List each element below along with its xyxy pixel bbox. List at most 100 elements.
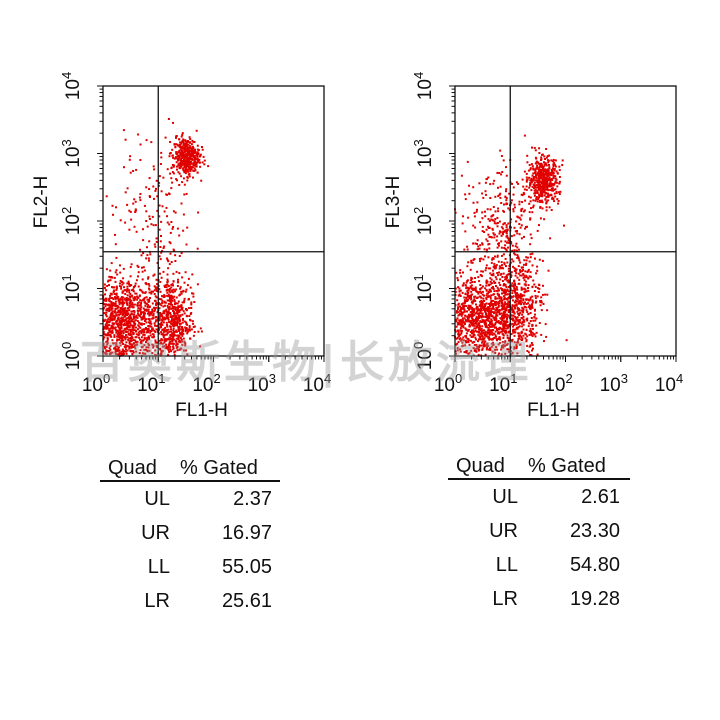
- data-point: [185, 156, 188, 159]
- data-point: [478, 346, 481, 349]
- data-point: [111, 286, 113, 289]
- data-point: [470, 315, 473, 318]
- data-point: [500, 226, 503, 229]
- data-point: [467, 289, 470, 292]
- data-point: [143, 333, 146, 336]
- data-point: [106, 350, 109, 353]
- data-point: [503, 316, 506, 319]
- data-point: [203, 159, 206, 162]
- data-point: [488, 242, 491, 245]
- data-point: [129, 300, 132, 303]
- data-point: [534, 294, 537, 297]
- gated-value: 19.28: [569, 587, 620, 610]
- data-point: [487, 348, 490, 351]
- data-point: [189, 156, 192, 158]
- data-point: [481, 319, 484, 322]
- data-point: [468, 343, 471, 346]
- data-point: [494, 296, 497, 299]
- data-point: [502, 267, 505, 270]
- data-point: [455, 325, 458, 328]
- data-point: [518, 233, 521, 236]
- data-point: [143, 204, 146, 207]
- data-point: [485, 297, 488, 299]
- axis-ticks: [449, 85, 677, 362]
- data-point: [456, 337, 459, 339]
- data-point: [491, 324, 494, 327]
- data-point: [465, 341, 467, 344]
- data-point: [464, 230, 467, 233]
- data-point: [129, 320, 132, 323]
- data-point: [540, 309, 543, 312]
- data-point: [166, 278, 169, 281]
- data-point: [178, 348, 181, 351]
- data-point: [481, 243, 484, 246]
- data-point: [114, 351, 117, 354]
- data-point: [183, 183, 186, 186]
- data-point: [130, 343, 133, 346]
- data-point: [480, 270, 483, 273]
- data-point: [106, 338, 109, 341]
- data-point: [520, 274, 523, 277]
- data-point: [162, 247, 165, 249]
- data-point: [514, 245, 517, 248]
- data-point: [511, 322, 514, 325]
- data-point: [470, 307, 473, 310]
- data-point: [148, 299, 151, 301]
- data-point: [496, 309, 499, 312]
- data-point: [107, 324, 110, 327]
- data-point: [525, 259, 528, 262]
- data-point: [500, 234, 503, 237]
- data-point: [133, 345, 136, 348]
- data-point: [467, 288, 470, 291]
- data-point: [557, 191, 560, 194]
- data-point: [513, 280, 516, 283]
- data-point: [489, 297, 492, 300]
- data-point: [120, 327, 123, 330]
- data-point: [471, 317, 474, 320]
- data-point: [514, 320, 517, 323]
- data-point: [530, 306, 533, 309]
- data-point: [187, 170, 190, 173]
- data-point: [126, 330, 129, 333]
- data-point: [470, 290, 473, 293]
- data-point: [517, 182, 520, 185]
- data-point: [503, 261, 506, 264]
- data-point: [145, 257, 148, 260]
- data-point: [495, 312, 498, 315]
- data-point: [494, 302, 497, 305]
- data-point: [127, 280, 130, 283]
- data-point: [121, 318, 124, 321]
- data-point: [477, 347, 480, 350]
- data-point: [485, 228, 488, 231]
- data-point: [478, 338, 480, 341]
- data-point: [122, 267, 125, 270]
- data-point: [160, 342, 163, 345]
- data-point: [124, 324, 127, 326]
- data-point: [467, 352, 470, 355]
- data-point: [506, 288, 509, 291]
- data-point: [555, 181, 558, 184]
- data-point: [531, 285, 534, 288]
- data-point: [489, 272, 492, 275]
- data-point: [167, 295, 170, 298]
- data-point: [527, 325, 530, 328]
- data-point: [185, 145, 187, 147]
- data-point: [516, 352, 519, 355]
- data-point: [153, 299, 156, 302]
- data-point: [185, 321, 188, 324]
- data-point: [532, 206, 535, 209]
- data-point: [160, 251, 163, 254]
- data-point: [511, 244, 514, 247]
- data-point: [534, 257, 536, 260]
- data-point: [547, 199, 550, 202]
- data-point: [458, 319, 461, 322]
- data-point: [526, 154, 529, 157]
- data-point: [491, 350, 494, 353]
- data-point: [478, 182, 481, 185]
- data-point: [475, 322, 478, 325]
- data-point: [536, 287, 539, 290]
- data-point: [158, 317, 161, 320]
- data-point: [554, 165, 557, 168]
- data-point: [180, 292, 183, 295]
- data-point: [109, 276, 112, 279]
